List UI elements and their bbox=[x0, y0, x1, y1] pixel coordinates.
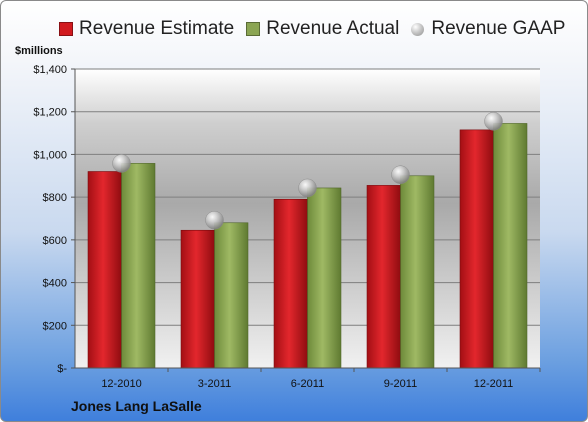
bar-revenue-estimate bbox=[459, 129, 494, 369]
bar-revenue-actual bbox=[400, 175, 435, 369]
y-tick-label: $1,200 bbox=[33, 107, 67, 119]
marker-revenue-gaap bbox=[298, 178, 317, 198]
x-tick-label: 9-2011 bbox=[384, 378, 417, 390]
y-tick-label: $200 bbox=[43, 320, 67, 332]
bar-revenue-estimate bbox=[273, 198, 308, 369]
company-name: Jones Lang LaSalle bbox=[71, 398, 202, 414]
y-tick-label: $1,400 bbox=[33, 64, 67, 76]
bar-revenue-actual bbox=[121, 163, 156, 369]
y-tick-label: $600 bbox=[43, 235, 67, 247]
legend-swatch-estimate bbox=[59, 22, 73, 36]
marker-revenue-gaap bbox=[112, 154, 131, 173]
bar-revenue-actual bbox=[307, 187, 342, 369]
y-tick-label: $400 bbox=[43, 278, 67, 290]
y-axis-unit-label: $millions bbox=[15, 45, 63, 57]
legend-swatch-actual bbox=[246, 22, 261, 36]
x-tick-label: 12-2011 bbox=[474, 378, 514, 390]
marker-revenue-gaap bbox=[484, 112, 503, 131]
legend-item-estimate: Revenue Estimate bbox=[59, 18, 234, 40]
bar-revenue-estimate bbox=[180, 229, 215, 369]
y-tick-label: $800 bbox=[43, 192, 67, 204]
legend-label-gaap: Revenue GAAP bbox=[431, 18, 566, 39]
legend-item-actual: Revenue Actual bbox=[246, 18, 399, 40]
bar-revenue-estimate bbox=[87, 171, 122, 369]
x-tick-label: 3-2011 bbox=[198, 378, 231, 390]
legend-label-estimate: Revenue Estimate bbox=[79, 18, 235, 39]
bar-revenue-actual bbox=[214, 222, 249, 369]
legend-label-actual: Revenue Actual bbox=[266, 18, 400, 39]
legend: Revenue Estimate Revenue Actual Revenue … bbox=[59, 17, 577, 41]
legend-marker-gaap bbox=[411, 22, 425, 36]
x-tick-label: 6-2011 bbox=[291, 378, 324, 390]
legend-item-gaap: Revenue GAAP bbox=[411, 18, 565, 40]
marker-revenue-gaap bbox=[391, 165, 410, 184]
bar-revenue-estimate bbox=[366, 185, 401, 369]
bar-revenue-actual bbox=[493, 123, 528, 369]
marker-revenue-gaap bbox=[205, 210, 224, 230]
x-tick-label: 12-2010 bbox=[101, 378, 141, 390]
y-tick-label: $- bbox=[57, 363, 67, 375]
y-tick-label: $1,000 bbox=[33, 149, 67, 161]
